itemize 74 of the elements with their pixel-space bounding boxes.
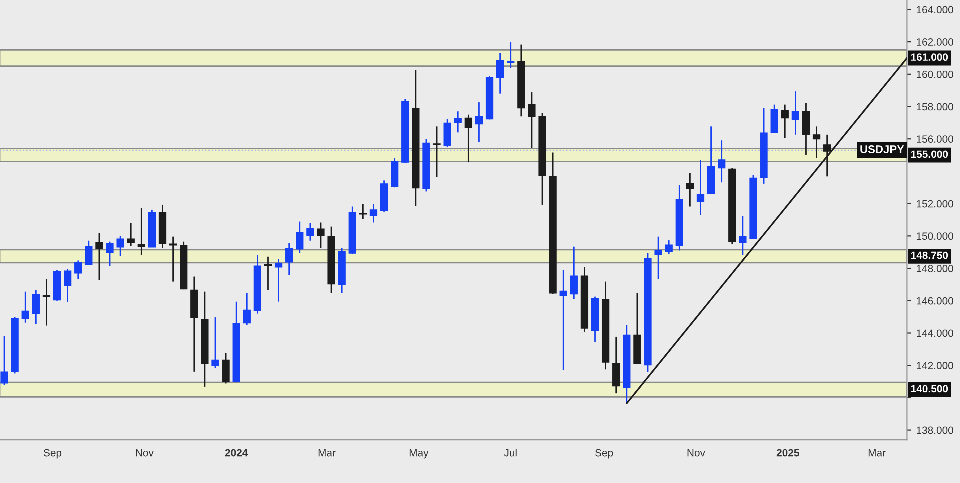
candlestick bbox=[85, 240, 93, 266]
candlestick bbox=[812, 126, 821, 159]
candlestick bbox=[96, 232, 104, 281]
y-tick-label: 138.000 bbox=[917, 426, 954, 434]
candlestick bbox=[32, 290, 40, 326]
candlestick bbox=[42, 278, 51, 326]
ref-line-label: USDJPY bbox=[860, 146, 904, 154]
candlestick bbox=[243, 292, 251, 326]
candlestick bbox=[138, 208, 146, 256]
x-tick-label: Nov bbox=[688, 449, 706, 457]
x-tick-label: Jul bbox=[504, 449, 517, 457]
candlestick bbox=[169, 236, 178, 282]
band-label: 148.750 bbox=[911, 252, 948, 260]
y-tick-label: 152.000 bbox=[917, 200, 954, 208]
candlestick bbox=[739, 215, 747, 256]
y-tick-label: 144.000 bbox=[917, 330, 954, 338]
candlestick bbox=[570, 246, 578, 300]
candlestick bbox=[507, 42, 515, 69]
candlestick bbox=[433, 126, 441, 178]
y-tick-label: 162.000 bbox=[917, 38, 954, 46]
candlestick bbox=[496, 52, 504, 95]
candlestick bbox=[654, 236, 662, 280]
x-tick-label: Sep bbox=[596, 449, 614, 459]
candlestick bbox=[781, 104, 789, 139]
candlestick bbox=[792, 90, 800, 136]
candlestick bbox=[74, 260, 82, 280]
y-tick-label: 142.000 bbox=[917, 362, 954, 370]
x-tick-label: Mar bbox=[868, 449, 886, 457]
band-label: 155.000 bbox=[911, 150, 948, 158]
candlestick bbox=[464, 114, 472, 164]
y-tick-label: 150.000 bbox=[917, 232, 954, 240]
candlestick bbox=[286, 242, 294, 276]
candlestick bbox=[824, 134, 832, 178]
candlestick bbox=[64, 268, 72, 304]
candlestick bbox=[127, 222, 135, 247]
candlestick bbox=[306, 222, 314, 242]
x-tick-label: 2025 bbox=[776, 449, 800, 457]
candlestick bbox=[222, 352, 230, 384]
y-tick-label: 158.000 bbox=[917, 103, 954, 111]
x-tick-label: Nov bbox=[136, 449, 154, 457]
candlestick bbox=[560, 269, 568, 371]
candlestick bbox=[106, 241, 114, 267]
candlestick bbox=[370, 203, 378, 224]
candlestick bbox=[475, 102, 484, 144]
candlestick bbox=[686, 172, 694, 208]
candlestick bbox=[264, 256, 272, 291]
candlestick bbox=[612, 336, 620, 394]
candlestick bbox=[296, 221, 304, 254]
x-tick-label: Sep bbox=[44, 449, 62, 459]
candlestick bbox=[444, 118, 452, 148]
x-tick-label: May bbox=[410, 449, 429, 459]
candlestick bbox=[528, 92, 536, 149]
y-tick-label: 156.000 bbox=[917, 136, 954, 143]
candlestick bbox=[718, 140, 726, 184]
candlestick bbox=[696, 159, 705, 216]
candlestick bbox=[665, 240, 673, 255]
y-tick-label: 146.000 bbox=[917, 297, 954, 305]
candlestick bbox=[317, 222, 325, 250]
y-tick-label: 148.000 bbox=[917, 265, 954, 272]
candlestick bbox=[274, 258, 283, 303]
x-tick-label: 2024 bbox=[225, 449, 248, 457]
candlestick bbox=[770, 104, 778, 134]
candlestick bbox=[116, 235, 124, 257]
candlestick bbox=[22, 291, 30, 324]
candlestick bbox=[359, 203, 367, 220]
y-tick-label: 164.000 bbox=[917, 6, 954, 14]
candlestick bbox=[212, 316, 220, 369]
candlestick bbox=[0, 336, 8, 386]
x-tick-label: Mar bbox=[318, 449, 336, 457]
candlestick bbox=[454, 110, 462, 134]
band-label: 140.500 bbox=[911, 385, 948, 393]
y-tick-label: 160.000 bbox=[917, 70, 954, 78]
candlestick bbox=[802, 102, 810, 156]
band-label: 161.000 bbox=[911, 54, 948, 62]
